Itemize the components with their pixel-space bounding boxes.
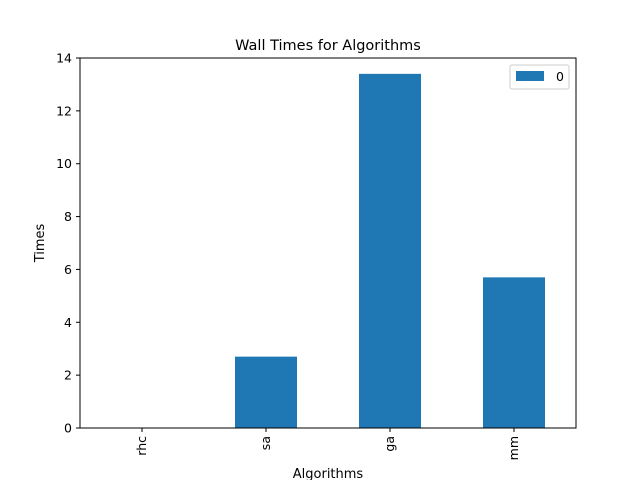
y-tick-label: 6 xyxy=(64,262,72,277)
y-tick-label: 12 xyxy=(56,103,72,118)
x-tick-label: rhc xyxy=(134,436,149,456)
bar-mm xyxy=(483,277,545,428)
y-tick-label: 10 xyxy=(56,156,72,171)
y-axis-ticks: 0 2 4 6 8 10 12 14 xyxy=(56,51,80,436)
y-tick-label: 4 xyxy=(64,315,72,330)
x-tick-label: sa xyxy=(258,436,273,450)
legend-swatch xyxy=(516,71,544,81)
legend-label: 0 xyxy=(556,69,564,84)
bar-group xyxy=(235,73,545,428)
y-tick-label: 14 xyxy=(56,51,72,66)
bar-sa xyxy=(235,356,297,428)
bar-ga xyxy=(359,73,421,428)
y-tick-label: 8 xyxy=(64,209,72,224)
plot-frame xyxy=(79,57,577,429)
x-tick-label: ga xyxy=(382,436,397,452)
y-tick-label: 0 xyxy=(64,421,72,436)
y-axis-label: Times xyxy=(33,223,48,263)
legend: 0 xyxy=(509,64,570,90)
y-tick-label: 2 xyxy=(64,368,72,383)
chart-title: Wall Times for Algorithms xyxy=(235,38,421,54)
x-axis-label: Algorithms xyxy=(293,467,364,480)
x-axis-ticks: rhc sa ga mm xyxy=(134,428,521,460)
x-tick-label: mm xyxy=(506,436,521,460)
